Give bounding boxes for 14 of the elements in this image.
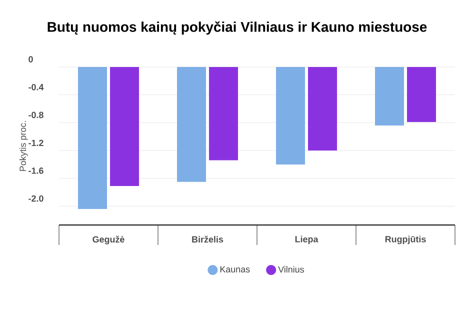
legend-label: Kaunas [220,266,250,272]
y-axis-title: Pokytis proc. [19,121,28,171]
y-tick-label: -0.4 [28,84,44,90]
chart-title: Butų nuomos kainų pokyčiai Vilniaus ir Kauno miestuose [48,21,427,35]
x-tick-label: Liepa [295,236,318,244]
y-tick-label: 0 [28,56,33,62]
y-tick-label: -2.0 [28,195,44,202]
x-tick-label: Rugpjūtis [385,236,426,244]
y-tick-label: -0.8 [28,112,44,118]
y-tick-label: -1.2 [28,140,44,146]
legend-label: Vilnius [278,266,304,273]
y-tick-label: -1.6 [28,167,44,174]
x-tick-label: Birželis [192,236,224,243]
x-tick-label: Gegužė [92,236,124,244]
